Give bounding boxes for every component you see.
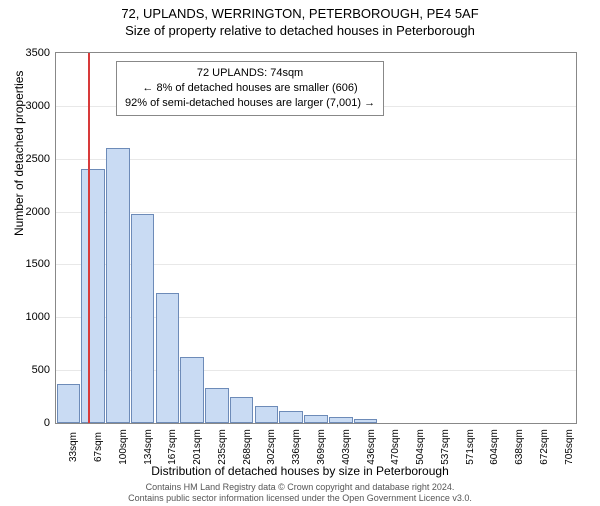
y-tick-label: 500: [32, 364, 56, 376]
histogram-bar: [230, 397, 254, 423]
y-tick-label: 1500: [26, 258, 56, 270]
title-main: 72, UPLANDS, WERRINGTON, PETERBOROUGH, P…: [0, 6, 600, 21]
histogram-bar: [81, 169, 105, 423]
histogram-bar: [131, 214, 155, 423]
y-tick-label: 1000: [26, 311, 56, 323]
x-tick-label: 470sqm: [390, 429, 401, 465]
x-tick-label: 201sqm: [192, 429, 203, 465]
x-axis-label: Distribution of detached houses by size …: [0, 464, 600, 478]
plot-area: 050010001500200025003000350033sqm67sqm10…: [55, 52, 577, 424]
x-tick-label: 268sqm: [242, 429, 253, 465]
histogram-bar: [156, 293, 180, 423]
x-tick-label: 167sqm: [167, 429, 178, 465]
x-tick-label: 571sqm: [465, 429, 476, 465]
infobox-line2: ← 8% of detached houses are smaller (606…: [125, 81, 375, 96]
x-tick-label: 33sqm: [68, 432, 79, 462]
x-tick-label: 134sqm: [143, 429, 154, 465]
attribution-line1: Contains HM Land Registry data © Crown c…: [0, 482, 600, 493]
x-tick-label: 403sqm: [341, 429, 352, 465]
histogram-bar: [354, 419, 378, 423]
y-tick-label: 0: [44, 417, 56, 429]
chart-container: 72, UPLANDS, WERRINGTON, PETERBOROUGH, P…: [0, 6, 600, 506]
x-tick-label: 67sqm: [93, 432, 104, 462]
y-axis-label: Number of detached properties: [12, 71, 26, 236]
x-tick-label: 100sqm: [118, 429, 129, 465]
histogram-bar: [304, 415, 328, 423]
x-tick-label: 369sqm: [316, 429, 327, 465]
x-tick-label: 436sqm: [366, 429, 377, 465]
grid-line: [56, 159, 576, 160]
histogram-bar: [180, 357, 204, 423]
info-box: 72 UPLANDS: 74sqm ← 8% of detached house…: [116, 61, 384, 116]
x-tick-label: 235sqm: [217, 429, 228, 465]
x-tick-label: 604sqm: [489, 429, 500, 465]
x-tick-label: 672sqm: [539, 429, 550, 465]
y-tick-label: 2500: [26, 153, 56, 165]
x-tick-label: 336sqm: [291, 429, 302, 465]
histogram-bar: [279, 411, 303, 423]
grid-line: [56, 212, 576, 213]
y-tick-label: 3000: [26, 100, 56, 112]
attribution: Contains HM Land Registry data © Crown c…: [0, 482, 600, 504]
attribution-line2: Contains public sector information licen…: [0, 493, 600, 504]
histogram-bar: [205, 388, 229, 423]
x-tick-label: 638sqm: [514, 429, 525, 465]
y-tick-label: 2000: [26, 206, 56, 218]
histogram-bar: [57, 384, 81, 423]
histogram-bar: [329, 417, 353, 423]
x-tick-label: 705sqm: [564, 429, 575, 465]
x-tick-label: 537sqm: [440, 429, 451, 465]
histogram-bar: [255, 406, 279, 423]
histogram-bar: [106, 148, 130, 423]
y-tick-label: 3500: [26, 47, 56, 59]
property-marker-line: [88, 53, 90, 423]
x-tick-label: 302sqm: [266, 429, 277, 465]
x-tick-label: 504sqm: [415, 429, 426, 465]
title-sub: Size of property relative to detached ho…: [0, 23, 600, 38]
infobox-line1: 72 UPLANDS: 74sqm: [125, 66, 375, 81]
infobox-line3: 92% of semi-detached houses are larger (…: [125, 96, 375, 111]
